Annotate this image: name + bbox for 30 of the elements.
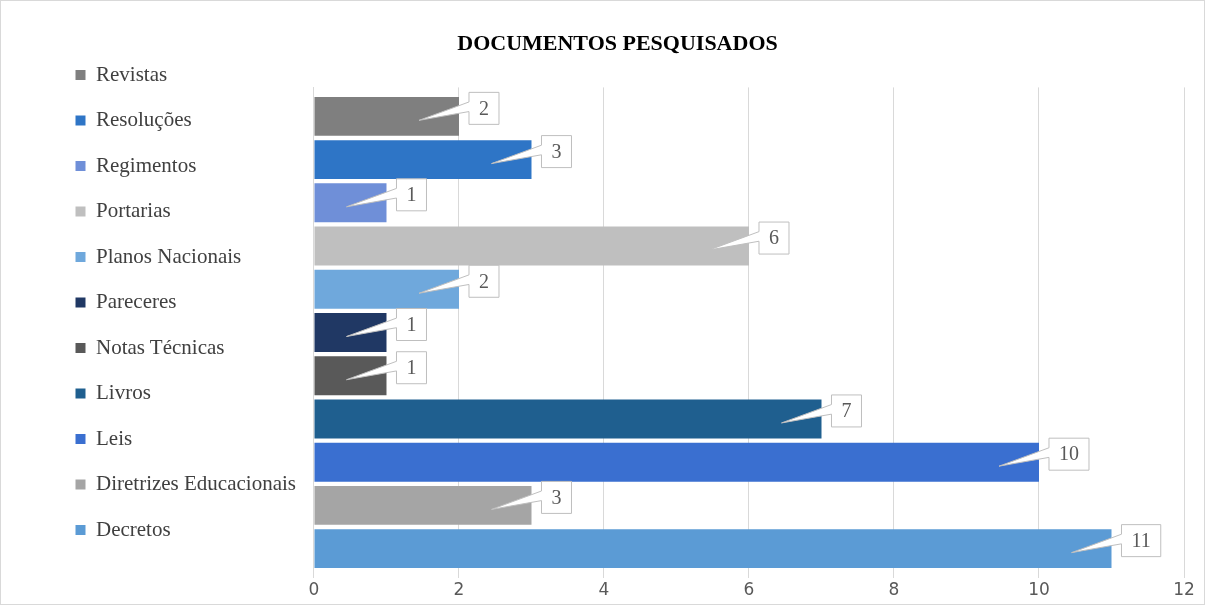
legend-label: Decretos xyxy=(96,516,171,541)
data-label: 3 xyxy=(551,139,562,162)
data-label: 3 xyxy=(551,485,562,508)
legend-label: Resoluções xyxy=(96,107,192,132)
x-tick-label: 12 xyxy=(1173,579,1195,600)
legend-label: Planos Nacionais xyxy=(96,243,242,268)
data-label: 2 xyxy=(478,269,489,292)
legend-label: Pareceres xyxy=(96,289,177,314)
legend-label: Notas Técnicas xyxy=(96,334,225,359)
x-tick-label: 4 xyxy=(598,579,610,600)
legend-label: Portarias xyxy=(96,198,171,223)
data-label: 2 xyxy=(478,96,489,119)
x-tick-label: 0 xyxy=(308,579,320,600)
legend-label: Livros xyxy=(96,380,151,405)
data-label: 6 xyxy=(769,226,779,249)
data-label: 1 xyxy=(406,355,417,378)
chart-title: DOCUMENTOS PESQUISADOS xyxy=(457,29,778,55)
legend-label: Leis xyxy=(96,425,133,450)
x-tick-label: 2 xyxy=(453,579,465,600)
data-label: 1 xyxy=(406,183,417,206)
x-tick-label: 8 xyxy=(888,579,900,600)
data-label: 11 xyxy=(1131,528,1151,551)
x-tick-label: 6 xyxy=(743,579,755,600)
x-tick-label: 10 xyxy=(1028,579,1050,600)
data-label: 10 xyxy=(1059,442,1079,465)
data-label: 1 xyxy=(406,312,417,335)
legend-label: Regimentos xyxy=(96,152,197,177)
legend-label: Diretrizes Educacionais xyxy=(96,471,296,496)
data-label: 7 xyxy=(841,399,852,422)
legend-label: Revistas xyxy=(96,61,168,86)
